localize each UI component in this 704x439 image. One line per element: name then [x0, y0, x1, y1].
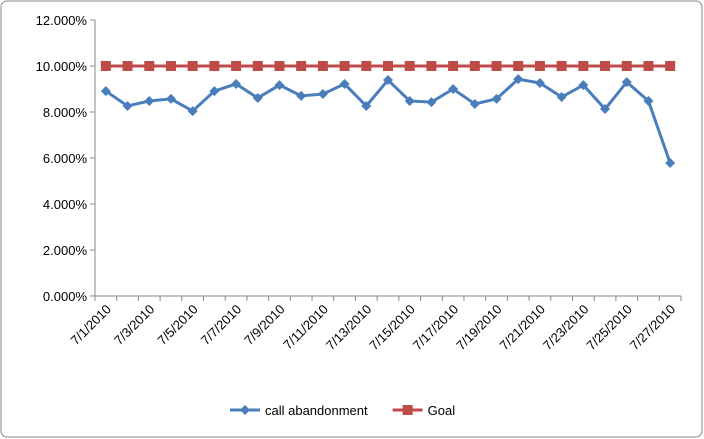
legend-marker	[402, 405, 413, 415]
marker	[100, 61, 111, 71]
marker	[556, 61, 567, 71]
y-tick-label: 8.000%	[43, 105, 88, 120]
marker	[231, 61, 242, 71]
marker	[643, 95, 654, 106]
marker	[165, 93, 176, 104]
marker	[122, 61, 133, 71]
marker	[383, 75, 393, 86]
marker	[513, 74, 524, 85]
marker	[665, 158, 676, 169]
marker	[339, 78, 350, 89]
marker	[469, 98, 480, 109]
marker	[491, 61, 502, 71]
y-tick-label: 2.000%	[43, 243, 88, 258]
marker	[209, 86, 220, 97]
marker	[383, 61, 393, 71]
marker	[643, 61, 654, 71]
marker	[165, 61, 176, 71]
marker	[578, 80, 589, 91]
y-tick-label: 6.000%	[43, 151, 88, 166]
marker	[317, 89, 328, 100]
marker	[361, 61, 372, 71]
marker	[534, 78, 545, 89]
legend-label: Goal	[428, 403, 456, 418]
marker	[448, 61, 459, 71]
marker	[491, 93, 502, 104]
marker	[513, 61, 524, 71]
marker	[448, 84, 459, 94]
marker	[339, 61, 350, 71]
legend-marker	[240, 405, 250, 415]
marker	[252, 61, 263, 71]
y-tick-label: 4.000%	[43, 197, 88, 212]
marker	[556, 92, 567, 103]
marker	[534, 61, 545, 71]
marker	[274, 61, 285, 71]
marker	[100, 86, 111, 97]
marker	[231, 78, 242, 89]
marker	[404, 61, 415, 71]
marker	[252, 92, 263, 103]
marker	[144, 61, 155, 71]
marker	[187, 106, 198, 117]
marker	[144, 95, 155, 106]
marker	[469, 61, 480, 71]
marker	[404, 95, 415, 106]
marker	[317, 61, 328, 71]
marker	[600, 61, 611, 71]
marker	[426, 61, 437, 71]
marker	[621, 77, 632, 88]
y-tick-label: 12.000%	[36, 13, 88, 28]
marker	[274, 80, 285, 91]
marker	[665, 61, 676, 71]
y-tick-label: 0.000%	[43, 289, 88, 304]
marker	[296, 61, 307, 71]
y-tick-label: 10.000%	[36, 59, 88, 74]
marker	[361, 101, 372, 112]
marker	[621, 61, 632, 71]
legend-label: call abandonment	[265, 403, 368, 418]
marker	[426, 97, 437, 108]
marker	[209, 61, 220, 71]
marker	[578, 61, 589, 71]
marker	[187, 61, 198, 71]
marker	[296, 90, 307, 101]
marker	[600, 104, 611, 115]
marker	[122, 101, 133, 112]
